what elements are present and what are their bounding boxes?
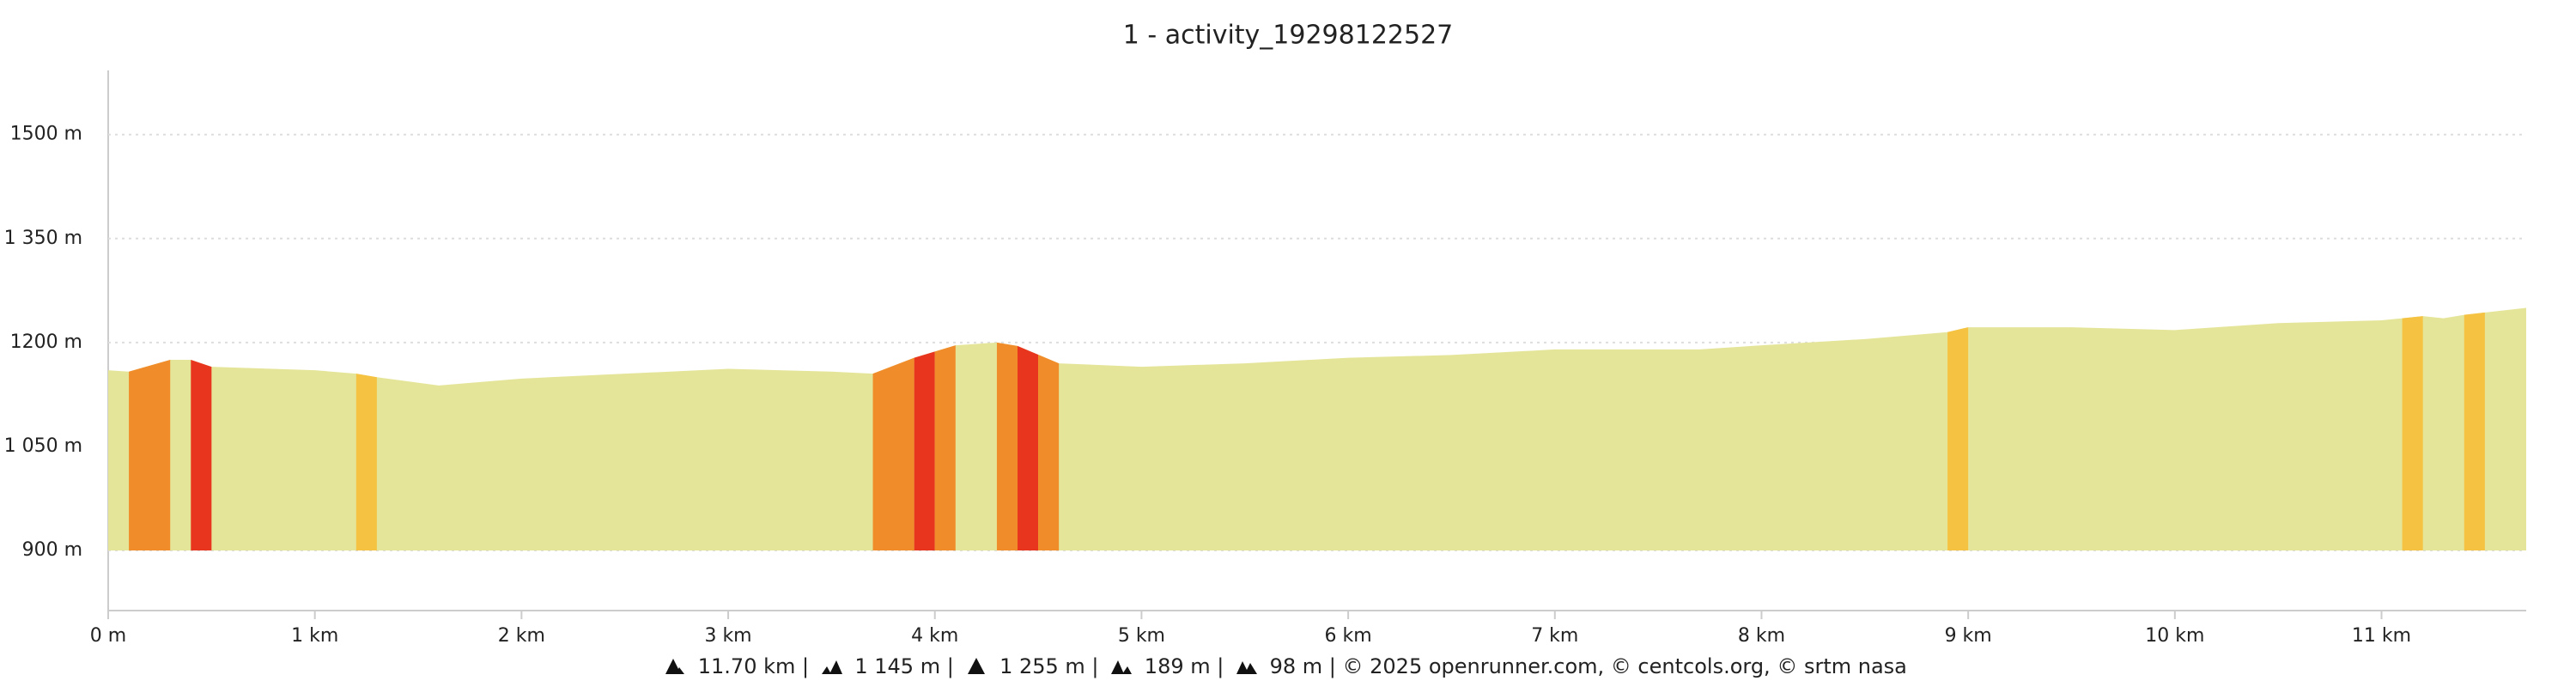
chart-title: 1 - activity_19298122527 (1123, 21, 1454, 51)
x-tick-label: 5 km (1118, 625, 1165, 644)
y-tick-label: 900 m (22, 539, 82, 561)
x-tick-label: 6 km (1325, 625, 1372, 644)
slope-segment (1038, 354, 1060, 550)
elevation-area (108, 307, 2526, 550)
x-tick-label: 3 km (704, 625, 751, 644)
footer-item: 1 145 m | (854, 654, 954, 678)
y-tick-label: 1 050 m (4, 435, 82, 457)
slope-segment (129, 360, 171, 550)
y-tick-label: 1 350 m (4, 228, 82, 249)
x-tick-label: 11 km (2352, 625, 2411, 644)
slope-segment (996, 342, 1018, 550)
footer: 11.70 km | 1 145 m | 1 255 m | 189 m | 9… (0, 654, 2576, 678)
slope-segment (191, 360, 212, 550)
slope-segment (2402, 316, 2423, 550)
ascent-icon (821, 660, 842, 674)
max-icon (968, 658, 986, 674)
x-tick-label: 8 km (1738, 625, 1785, 644)
slope-segment (872, 357, 914, 550)
slope-segment (1018, 345, 1039, 550)
slope-segment (2464, 312, 2485, 550)
y-tick-label: 1500 m (10, 124, 82, 145)
slope-segment (914, 351, 935, 550)
x-tick-label: 4 km (911, 625, 958, 644)
footer-item: 98 m | © 2025 openrunner.com, © centcols… (1269, 654, 1907, 678)
footer-item: 11.70 km | (697, 654, 810, 678)
x-tick-label: 1 km (291, 625, 338, 644)
x-tick-label: 2 km (498, 625, 545, 644)
x-tick-label: 9 km (1945, 625, 1992, 644)
slope-segment (934, 345, 956, 550)
footer-item: 1 255 m | (999, 654, 1099, 678)
slope-segment (1947, 327, 1969, 550)
x-tick-label: 0 m (90, 625, 126, 644)
chart: 1 - activity_19298122527 900 m 1 050 m 120… (4, 21, 2526, 644)
y-tick-label: 1200 m (10, 331, 82, 353)
footer-item: 189 m | (1144, 654, 1224, 678)
min-icon (1236, 661, 1257, 674)
x-tick-label: 10 km (2145, 625, 2204, 644)
slope-segment (355, 374, 377, 550)
x-tick-label: 7 km (1531, 625, 1578, 644)
distance-icon (665, 659, 685, 674)
descent-icon (1111, 660, 1133, 674)
